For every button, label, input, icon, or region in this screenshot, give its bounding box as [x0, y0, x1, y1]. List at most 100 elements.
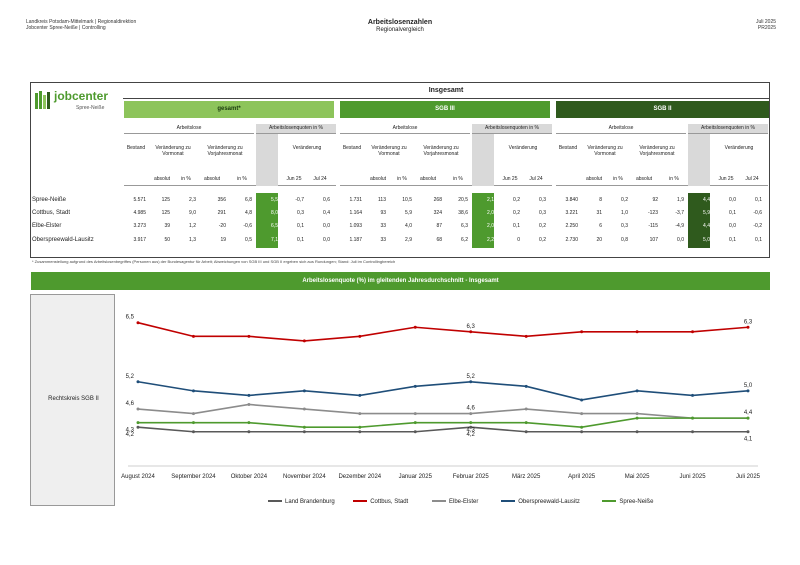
table-cell: 0,0 — [729, 223, 736, 229]
data-point — [136, 407, 140, 411]
table-cell: 0,2 — [621, 197, 628, 203]
quote-column-highlight — [688, 193, 710, 248]
table-cell: 50 — [164, 237, 170, 243]
table-cell: 39 — [164, 223, 170, 229]
group-sgb3: SGB III — [340, 101, 550, 118]
data-point — [524, 384, 528, 388]
page-title: Arbeitslosenzahlen — [367, 19, 433, 26]
data-label: 6,5 — [126, 315, 135, 321]
legend-item: Elbe-Elster — [432, 498, 478, 506]
col-unit: in % — [237, 176, 247, 182]
table-cell: 0,1 — [297, 237, 304, 243]
table-cell: 2,2 — [487, 237, 494, 243]
data-point — [358, 412, 362, 416]
col-unit: in % — [453, 176, 463, 182]
table-cell: 5,9 — [703, 210, 710, 216]
col-unit: Jul 24 — [529, 176, 543, 182]
col-unit: Jun 25 — [286, 176, 302, 182]
table-cell: 0,1 — [755, 237, 762, 243]
subheader-quote: Arbeitslosenquoten in % — [256, 124, 336, 134]
col-vorjahresmonat: Veränderung zu Vorjahresmonat — [207, 145, 243, 157]
legend-swatch — [432, 500, 446, 503]
col-unit: in % — [397, 176, 407, 182]
data-point — [302, 389, 306, 393]
group-gesamt: gesamt* — [124, 101, 334, 118]
table-cell: 4,8 — [245, 210, 252, 216]
chart-side-panel: Rechtskreis SGB II — [30, 294, 115, 506]
table-cell: 0,3 — [539, 197, 546, 203]
table-cell: 1,0 — [621, 210, 628, 216]
header-divider — [556, 185, 768, 186]
data-point — [691, 430, 695, 434]
table-cell: 8 — [599, 197, 602, 203]
table-cell: 324 — [433, 210, 442, 216]
col-vorjahresmonat: Veränderung zu Vorjahresmonat — [639, 145, 675, 157]
table-cell: 0,8 — [621, 237, 628, 243]
data-label: 4,3 — [126, 428, 135, 434]
data-point — [691, 393, 695, 397]
data-point — [302, 407, 306, 411]
data-label: 5,0 — [744, 383, 753, 389]
subheader-arbeitslose: Arbeitslose — [124, 124, 254, 134]
chart-side-label: Rechtskreis SGB II — [48, 396, 99, 402]
table-cell: 113 — [378, 197, 386, 203]
table-cell: 0,0 — [323, 223, 330, 229]
col-veraenderung: Veränderung — [724, 145, 754, 151]
x-tick-label: September 2024 — [171, 474, 216, 480]
col-unit: Jul 24 — [745, 176, 759, 182]
table-cell: 291 — [217, 210, 226, 216]
header-center: Arbeitslosenzahlen Regionalvergleich — [300, 19, 500, 34]
col-bestand: Bestand — [558, 145, 578, 151]
col-bestand: Bestand — [126, 145, 146, 151]
header-divider — [124, 185, 336, 186]
data-point — [691, 416, 695, 420]
col-vorjahresmonat: Veränderung zu Vorjahresmonat — [423, 145, 459, 157]
chart-legend: Land Brandenburg Cottbus, Stadt Elbe-Elste… — [118, 496, 770, 508]
data-point — [191, 389, 195, 393]
header-right-line1: Juli 2025 — [755, 19, 776, 25]
table-cell: 6,8 — [245, 197, 252, 203]
table-cell: 0,1 — [755, 197, 762, 203]
table-cell: 0,3 — [621, 223, 628, 229]
table-cell: 93 — [380, 210, 386, 216]
table-cell: 2,9 — [405, 237, 412, 243]
legend-swatch — [602, 500, 617, 503]
data-point — [580, 430, 584, 434]
col-bestand: Bestand — [342, 145, 362, 151]
data-point — [136, 425, 140, 429]
header-left-line2: Jobcenter Spree-Neiße | Controlling — [26, 25, 106, 31]
table-title: Insgesamt — [123, 83, 769, 99]
data-point — [136, 380, 140, 384]
header-right: Juli 2025 PR2025 — [756, 19, 776, 31]
table-cell: 0,0 — [677, 237, 684, 243]
data-point — [691, 330, 695, 334]
data-point — [524, 421, 528, 425]
table-cell: 4,4 — [703, 223, 710, 229]
x-tick-label: Januar 2025 — [399, 474, 433, 480]
data-point — [358, 425, 362, 429]
data-point — [247, 393, 251, 397]
data-point — [746, 430, 750, 434]
series-line-4 — [138, 417, 748, 429]
table-row-label: Spree-Neiße — [32, 197, 67, 203]
header-left: Landkreis Potsdam-Mittelmark | Regionald… — [26, 19, 136, 31]
table-cell: 38,6 — [458, 210, 468, 216]
table-cell: 356 — [217, 197, 226, 203]
table-cell: 0,2 — [539, 223, 546, 229]
table-cell: 4,4 — [703, 197, 710, 203]
table-cell: 0,3 — [539, 210, 546, 216]
legend-label: Cottbus, Stadt — [370, 499, 409, 505]
subheader-arbeitslose: Arbeitslose — [340, 124, 470, 134]
series-line-3 — [137, 380, 749, 401]
series-line-2 — [137, 403, 748, 419]
x-tick-label: Oktober 2024 — [231, 474, 268, 480]
col-unit: absolut — [585, 176, 603, 182]
table-cell: 5.571 — [133, 197, 146, 203]
data-point — [746, 389, 750, 393]
col-veraenderung: Veränderung — [508, 145, 538, 151]
data-point — [524, 407, 528, 411]
table-cell: 8,0 — [271, 210, 278, 216]
data-point — [469, 412, 473, 416]
data-label: 4,2 — [467, 432, 476, 438]
table-cell: 6 — [599, 223, 602, 229]
